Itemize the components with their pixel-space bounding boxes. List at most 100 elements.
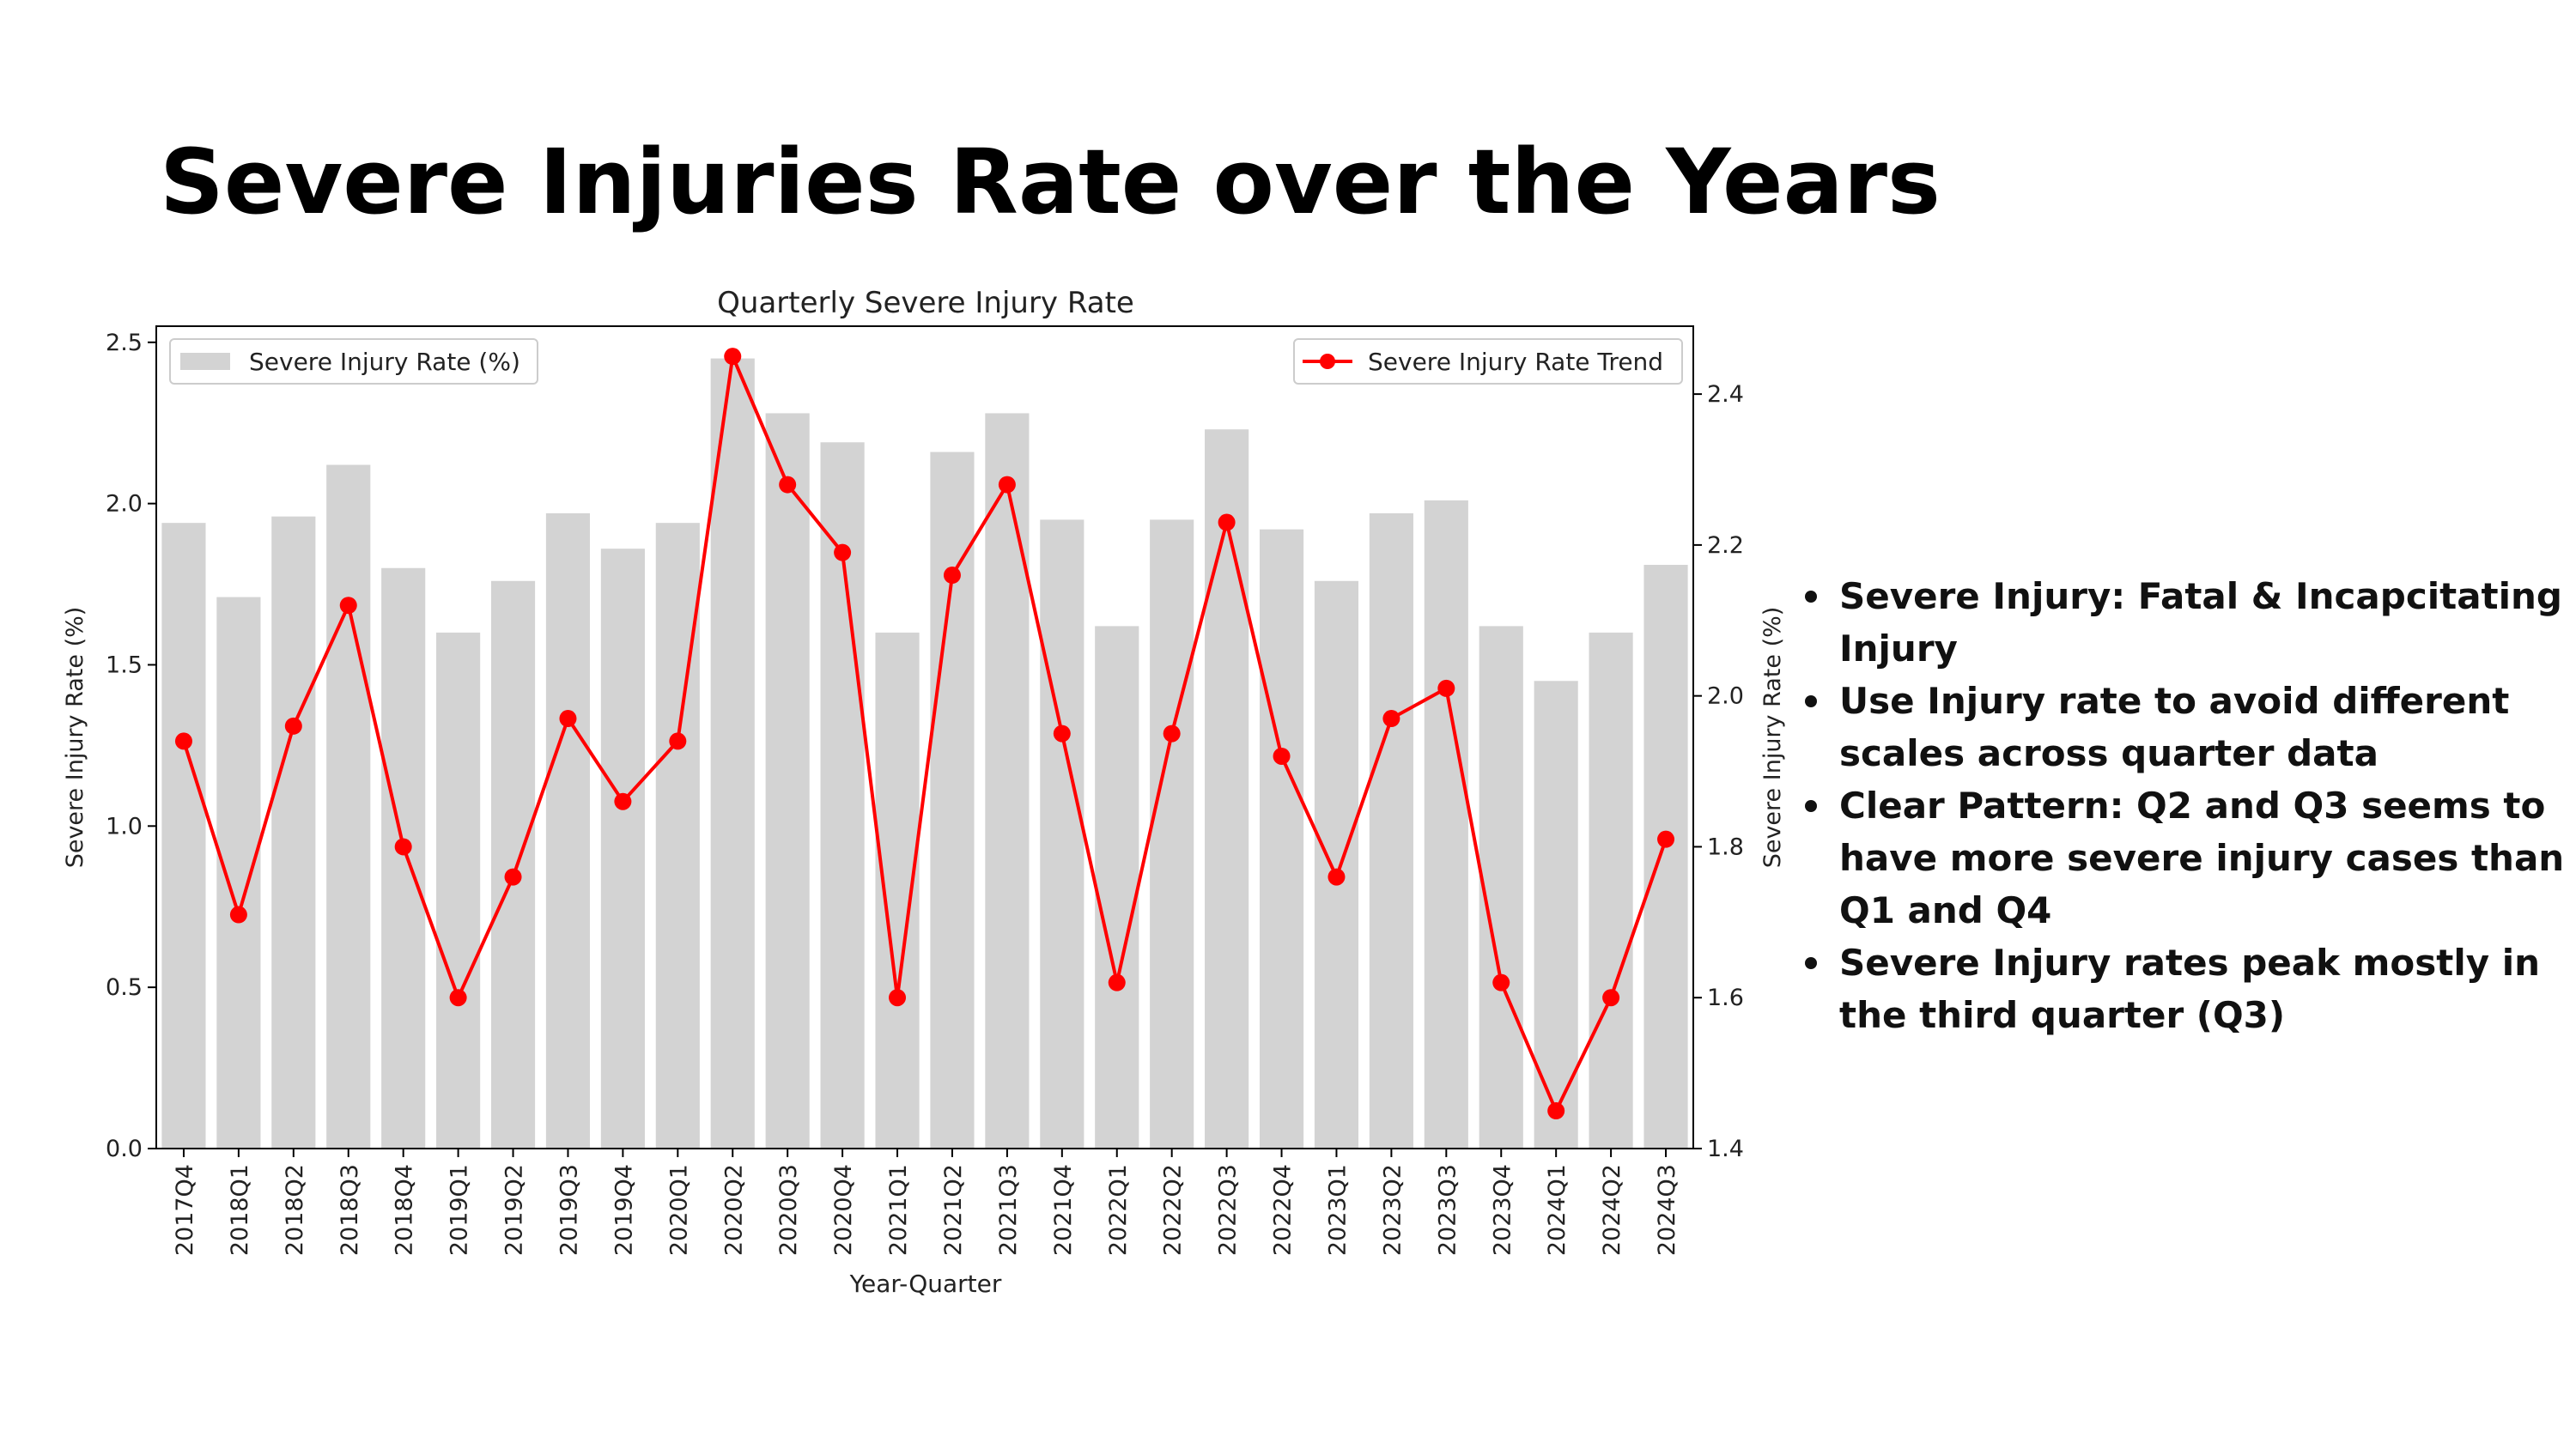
right-tick-label: 2.0 [1707,683,1744,710]
trend-point [614,792,632,810]
left-tick-label: 2.5 [106,330,143,356]
x-tick-label: 2023Q3 [1434,1164,1461,1256]
trend-point [1382,710,1400,728]
trend-point [449,989,467,1007]
legend-left: Severe Injury Rate (%) [169,338,538,385]
x-tick-label: 2020Q2 [720,1164,747,1256]
legend-left-swatch [180,353,230,370]
trend-point [1327,868,1346,886]
trend-point [943,567,961,585]
bar [1259,529,1304,1149]
x-tick-label: 2024Q2 [1599,1164,1625,1256]
right-y-axis: 1.4 1.6 1.8 2.0 2.2 2.4 [1693,381,1744,1162]
bar [216,597,261,1149]
bar [381,567,426,1149]
x-tick-label: 2022Q2 [1160,1164,1187,1256]
trend-point [284,717,302,735]
note-item: Severe Injury rates peak mostly in the t… [1801,937,2566,1041]
x-tick-label: 2019Q2 [501,1164,528,1256]
x-tick-label: 2023Q4 [1489,1164,1516,1256]
trend-point [834,543,852,561]
trend-point [1547,1102,1565,1120]
x-tick-label: 2018Q1 [227,1164,253,1256]
bar [326,464,371,1149]
bar [1369,512,1413,1149]
trend-point [1108,973,1126,991]
bar [161,523,206,1149]
trend-point [889,989,907,1007]
left-tick-label: 0.0 [106,1136,143,1162]
x-axis-label: Year-Quarter [849,1270,1002,1298]
y-axis-label-right: Severe Injury Rate (%) [1759,607,1786,869]
bar [1040,519,1084,1149]
trend-point [724,348,742,366]
x-axis: 2017Q4 2018Q1 2018Q2 2018Q3 2018Q4 2019Q1 2019… [172,1149,1680,1256]
x-tick-label: 2023Q2 [1379,1164,1406,1256]
legend-right-marker [1320,354,1335,369]
bar [490,580,536,1149]
bar [930,452,975,1149]
left-tick-label: 0.5 [106,974,143,1001]
slide-title: Severe Injuries Rate over the Years [160,130,1941,234]
right-tick-label: 1.6 [1707,985,1744,1011]
bar [436,632,481,1149]
trend-point [559,710,577,728]
note-item: Severe Injury: Fatal & Incapcitating Inj… [1801,570,2566,675]
trend-point [174,732,192,750]
trend-point [1163,724,1181,743]
x-tick-label: 2019Q3 [556,1164,583,1256]
left-tick-label: 1.0 [106,813,143,840]
trend-point [1602,989,1620,1007]
bar [1424,500,1468,1149]
legend-right-label: Severe Injury Rate Trend [1368,348,1663,376]
x-tick-label: 2024Q1 [1544,1164,1571,1256]
trend-point [998,476,1016,494]
x-tick-label: 2024Q3 [1654,1164,1680,1256]
left-tick-label: 2.0 [106,491,143,518]
notes-list: Severe Injury: Fatal & Incapcitating Inj… [1801,570,2566,1041]
trend-point [1273,747,1291,765]
bar [710,358,755,1149]
bar [1095,626,1139,1149]
x-tick-label: 2017Q4 [172,1164,198,1256]
bar [765,413,810,1149]
x-tick-label: 2018Q2 [282,1164,308,1256]
trend-point [669,732,687,750]
note-item: Use Injury rate to avoid different scale… [1801,675,2566,779]
bars-layer [161,358,1688,1149]
trend-point [504,868,522,886]
trend-point [394,838,412,856]
right-tick-label: 1.4 [1707,1136,1744,1162]
chart-title: Quarterly Severe Injury Rate [717,286,1134,320]
legend-right: Severe Injury Rate Trend [1293,338,1683,385]
x-tick-label: 2020Q1 [665,1164,692,1256]
bar [545,512,591,1149]
x-tick-label: 2019Q1 [447,1164,473,1256]
x-tick-label: 2018Q4 [392,1164,418,1256]
bar [985,413,1030,1149]
bar [271,516,316,1149]
trend-point [1657,830,1675,848]
trend-point [229,906,247,924]
left-tick-label: 1.5 [106,652,143,678]
bar [1479,626,1523,1149]
x-tick-label: 2021Q3 [995,1164,1022,1256]
trend-point [1218,513,1236,531]
x-tick-label: 2019Q4 [611,1164,637,1256]
plot-frame [155,325,1694,1149]
x-tick-label: 2020Q4 [830,1164,857,1256]
trend-point [1492,973,1510,991]
bar [1205,429,1249,1149]
bar [655,523,700,1149]
trend-point [779,476,797,494]
x-tick-label: 2021Q2 [940,1164,967,1256]
legend-right-box [1293,338,1683,385]
x-tick-label: 2021Q4 [1050,1164,1077,1256]
x-tick-label: 2022Q4 [1270,1164,1297,1256]
x-tick-label: 2018Q3 [337,1164,363,1256]
bar [1150,519,1194,1149]
right-tick-label: 2.4 [1707,381,1744,408]
x-tick-label: 2022Q3 [1215,1164,1242,1256]
trend-point [339,597,357,615]
